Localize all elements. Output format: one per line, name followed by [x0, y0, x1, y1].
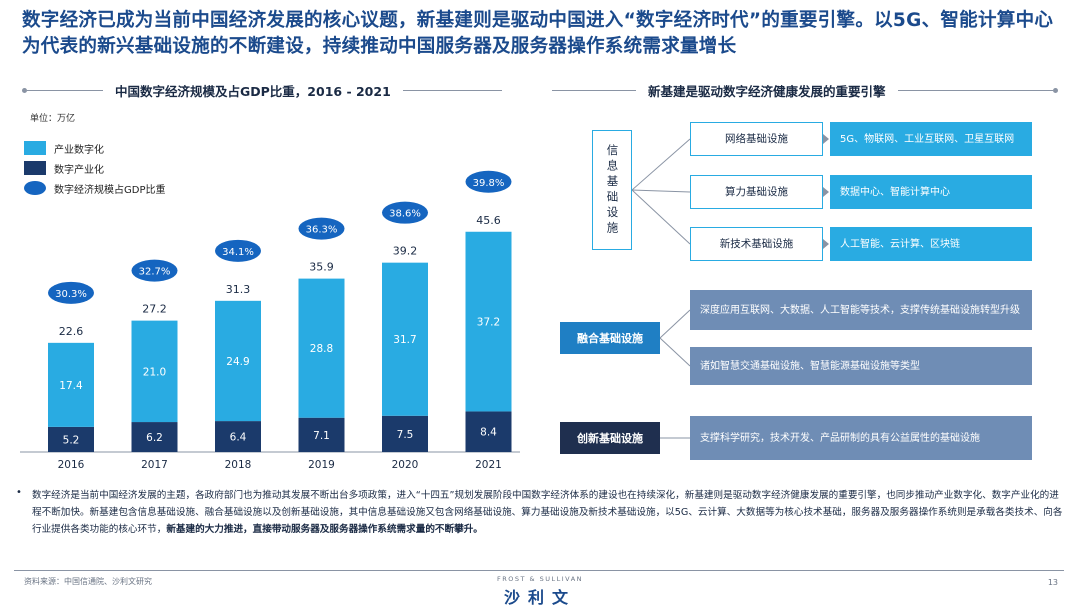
summary-bold-text: 新基建的大力推进，直接带动服务器及服务器操作系统需求量的不断攀升。 — [166, 524, 483, 535]
chart-title: 中国数字经济规模及占GDP比重，2016 - 2021 — [115, 83, 391, 99]
bar-digital-industry-2017 — [131, 422, 178, 452]
left-section-title: 中国数字经济规模及占GDP比重，2016 - 2021 — [22, 80, 502, 100]
bar-value-label: 6.4 — [230, 432, 247, 444]
bar-value-label: 7.5 — [397, 429, 414, 441]
bar-value-label: 21.0 — [143, 366, 166, 378]
fusion-infrastructure-desc-2: 诸如智慧交通基础设施、智慧能源基础设施等类型 — [690, 347, 1032, 385]
bar-value-label: 24.9 — [226, 356, 249, 368]
x-tick-label: 2017 — [141, 459, 168, 471]
source-note: 资料来源：中国信通院、沙利文研究 — [24, 577, 152, 586]
gdp-share-oval-2021 — [465, 170, 512, 193]
right-section-title: 新基建是驱动数字经济健康发展的重要引擎 — [552, 80, 1058, 100]
computing-infrastructure-desc: 数据中心、智能计算中心 — [830, 175, 1032, 209]
x-tick-label: 2021 — [475, 459, 502, 471]
legend-swatch-light — [24, 141, 46, 155]
bar-value-label: 37.2 — [477, 317, 500, 329]
gdp-share-oval-2016 — [48, 281, 94, 304]
unit-label: 单位：万亿 — [30, 114, 76, 124]
page-number: 13 — [1047, 578, 1058, 587]
legend-swatch-oval — [24, 181, 46, 195]
bar-total-label: 39.2 — [393, 245, 418, 258]
gdp-share-label: 36.3% — [306, 225, 338, 236]
gdp-share-label: 34.1% — [222, 247, 254, 258]
info-infrastructure-box: 信息基础设施 — [592, 130, 632, 250]
legend-item-dark: 数字产业化 — [24, 158, 165, 178]
x-tick-label: 2020 — [392, 459, 419, 471]
gdp-share-label: 32.7% — [139, 267, 171, 278]
bar-total-label: 45.6 — [476, 214, 501, 227]
bar-total-label: 31.3 — [226, 283, 251, 296]
computing-infrastructure-box: 算力基础设施 — [690, 175, 823, 209]
bar-value-label: 8.4 — [480, 427, 497, 439]
gdp-share-label: 30.3% — [55, 289, 87, 300]
bar-industry-digital-2017 — [131, 320, 178, 423]
bar-total-label: 22.6 — [59, 325, 84, 338]
legend-swatch-dark — [24, 161, 46, 175]
bar-total-label: 27.2 — [142, 303, 167, 316]
bar-digital-industry-2020 — [382, 415, 428, 452]
innovation-infrastructure-box: 创新基础设施 — [560, 422, 660, 454]
bar-industry-digital-2016 — [48, 342, 94, 427]
bar-value-label: 5.2 — [63, 434, 80, 446]
bullet-marker: • — [16, 487, 22, 498]
diagram-title: 新基建是驱动数字经济健康发展的重要引擎 — [648, 83, 886, 99]
headline: 数字经济已成为当前中国经济发展的核心议题，新基建则是驱动中国进入“数字经济时代”… — [22, 10, 1054, 57]
bar-industry-digital-2021 — [465, 231, 512, 412]
innovation-infrastructure-desc: 支撑科学研究，技术开发、产品研制的具有公益属性的基础设施 — [690, 416, 1032, 460]
legend-item-light: 产业数字化 — [24, 138, 165, 158]
bar-digital-industry-2016 — [48, 426, 94, 452]
new-tech-infrastructure-box: 新技术基础设施 — [690, 227, 823, 261]
summary-text: 数字经济是当前中国经济发展的主题，各政府部门也为推动其发展不断出台多项政策，进入… — [32, 490, 1063, 535]
footer-divider — [14, 570, 1064, 571]
network-infrastructure-desc: 5G、物联网、工业互联网、卫星互联网 — [830, 122, 1032, 156]
network-infrastructure-box: 网络基础设施 — [690, 122, 823, 156]
title-dot-icon — [22, 87, 27, 93]
x-tick-label: 2019 — [308, 459, 335, 471]
bar-digital-industry-2018 — [215, 421, 261, 452]
gdp-share-oval-2019 — [298, 217, 345, 240]
bar-value-label: 28.8 — [310, 343, 333, 355]
bar-industry-digital-2018 — [215, 300, 261, 422]
gdp-share-label: 39.8% — [473, 178, 505, 189]
logo-chinese: 沙利文 — [503, 588, 576, 607]
bar-digital-industry-2021 — [465, 411, 512, 452]
fusion-infrastructure-desc-1: 深度应用互联网、大数据、人工智能等技术，支撑传统基础设施转型升级 — [690, 290, 1032, 330]
x-tick-label: 2016 — [58, 459, 85, 471]
bar-industry-digital-2019 — [298, 278, 345, 418]
bar-value-label: 6.2 — [146, 432, 163, 444]
bar-value-label: 31.7 — [393, 334, 416, 346]
summary-paragraph: • 数字经济是当前中国经济发展的主题，各政府部门也为推动其发展不断出台多项政策，… — [14, 487, 1064, 538]
logo-english: FROST & SULLIVAN — [496, 575, 584, 583]
chart-legend: 产业数字化 数字产业化 数字经济规模占GDP比重 — [24, 138, 165, 198]
bar-value-label: 17.4 — [59, 380, 83, 392]
gdp-share-oval-2017 — [131, 259, 178, 282]
legend-item-oval: 数字经济规模占GDP比重 — [24, 178, 165, 198]
gdp-share-oval-2020 — [382, 201, 428, 224]
gdp-share-label: 38.6% — [389, 209, 421, 220]
bar-industry-digital-2020 — [382, 262, 428, 416]
fusion-infrastructure-box: 融合基础设施 — [560, 322, 660, 354]
bar-value-label: 7.1 — [313, 430, 330, 442]
bar-total-label: 35.9 — [309, 261, 334, 274]
stacked-bar-chart: 5.2 17.4 22.6 30.3% 2016 6.2 21.0 27.2 32.7% 2017… — [20, 170, 520, 471]
bar-digital-industry-2019 — [298, 417, 345, 452]
gdp-share-oval-2018 — [215, 239, 261, 262]
new-tech-infrastructure-desc: 人工智能、云计算、区块链 — [830, 227, 1032, 261]
title-dot-icon — [1053, 87, 1058, 93]
x-tick-label: 2018 — [225, 459, 252, 471]
